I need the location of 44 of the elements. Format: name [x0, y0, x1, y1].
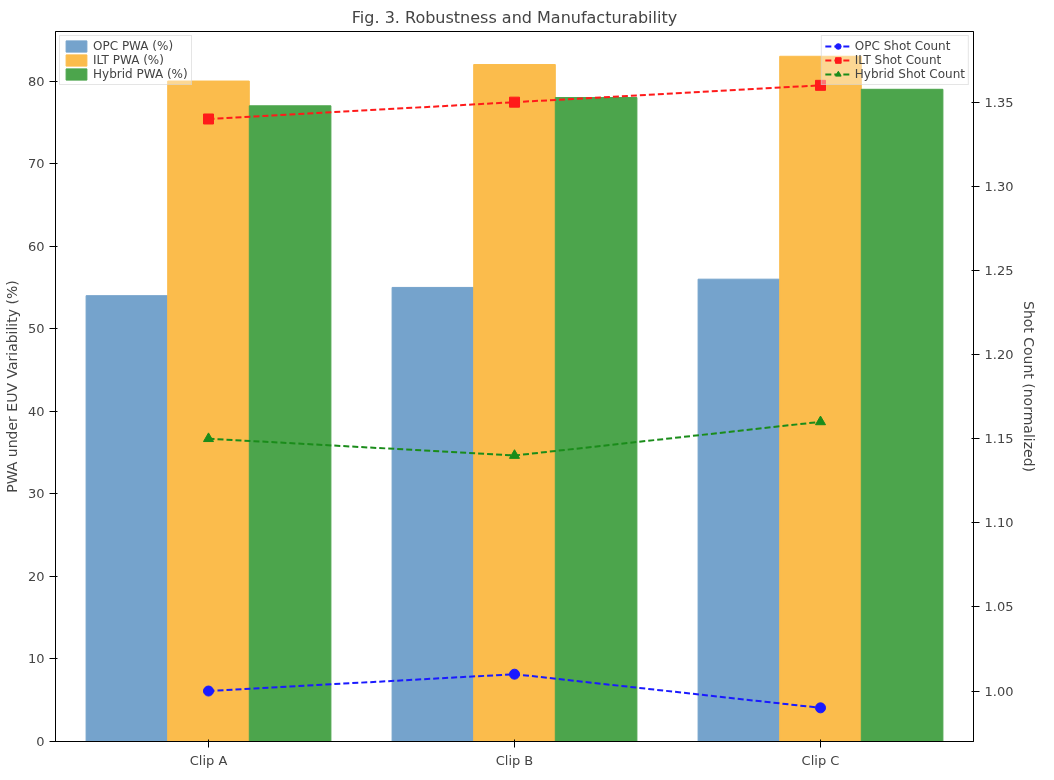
- legend-label: ILT PWA (%): [93, 53, 164, 67]
- point: [509, 96, 520, 108]
- y-tick-label: 80: [27, 73, 45, 89]
- chart-title: Fig. 3. Robustness and Manufacturability: [351, 7, 678, 27]
- legend-label: OPC PWA (%): [93, 39, 174, 53]
- y-tick-label: 0: [36, 734, 45, 749]
- y-tick-label: 60: [27, 238, 45, 254]
- x-tick-label: Clip B: [495, 752, 534, 768]
- y-tick-label: 70: [27, 156, 45, 172]
- point: [509, 449, 520, 459]
- point: [509, 668, 520, 680]
- legend-label: OPC Shot Count: [854, 39, 951, 53]
- y2-tick-label: 1.35: [984, 94, 1014, 110]
- point: [815, 702, 826, 714]
- y2-tick-label: 1.20: [984, 347, 1014, 363]
- y2-tick-label: 1.05: [984, 599, 1014, 615]
- legend-label: Hybrid PWA (%): [93, 67, 188, 81]
- y2-tick-label: 1.30: [984, 178, 1014, 194]
- y2-tick-label: 1.15: [984, 431, 1014, 447]
- x-tick-label: Clip C: [801, 752, 840, 768]
- bar: [697, 278, 781, 742]
- point: [203, 432, 214, 443]
- bar: [860, 88, 944, 742]
- bar: [85, 295, 169, 742]
- bar: [391, 286, 475, 742]
- y2-tick-label: 1.00: [984, 683, 1014, 699]
- bar: [554, 97, 638, 742]
- point: [815, 79, 826, 91]
- x-tick-label: Clip A: [189, 752, 228, 768]
- y-axis-title: PWA under EUV Variability (%): [3, 280, 20, 493]
- y-tick-label: 20: [27, 568, 45, 584]
- y-tick-label: 10: [27, 651, 45, 667]
- point: [203, 685, 214, 697]
- bar: [167, 80, 250, 742]
- bar: [248, 105, 332, 742]
- y-tick-label: 50: [27, 321, 45, 337]
- bar: [473, 64, 556, 742]
- y2-axis-title: Shot Count (normalized): [1021, 301, 1038, 473]
- point: [815, 415, 826, 426]
- y-tick-label: 30: [27, 486, 45, 502]
- point: [203, 113, 214, 125]
- y2-tick-label: 1.25: [984, 262, 1014, 278]
- y-tick-label: 40: [27, 403, 45, 419]
- y2-tick-label: 1.10: [984, 515, 1014, 531]
